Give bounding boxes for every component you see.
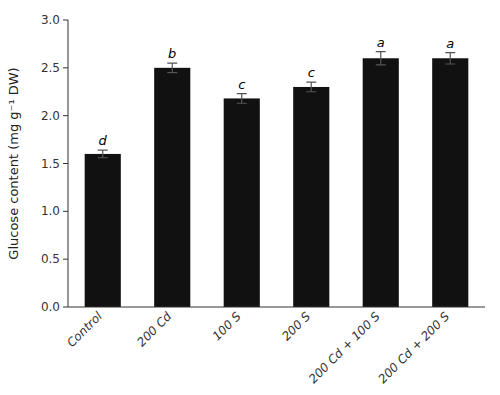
y-tick [63, 163, 68, 164]
y-tick-label: 3.0 [41, 13, 60, 27]
x-tick-label: 200 Cd [134, 309, 174, 349]
bar [85, 154, 121, 307]
bar [432, 58, 468, 307]
y-tick [63, 211, 68, 212]
error-bar [445, 53, 455, 64]
y-tick [63, 115, 68, 116]
x-tick-label: 100 S [210, 309, 244, 343]
y-tick-label: 2.0 [41, 109, 60, 123]
y-tick-label: 1.0 [41, 204, 60, 218]
y-tick [63, 20, 68, 21]
bar [154, 68, 190, 307]
y-axis-label: Glucose content (mg g⁻¹ DW) [6, 67, 21, 259]
x-tick-label: 200 Cd + 100 S [306, 309, 383, 386]
bar [224, 98, 260, 307]
significance-letter: c [238, 77, 245, 92]
significance-letter: d [99, 133, 108, 148]
significance-letter: a [446, 36, 454, 51]
y-tick [63, 259, 68, 260]
x-tick-label: 200 S [279, 309, 313, 343]
x-tick-label: Control [64, 309, 105, 350]
error-bar [167, 63, 177, 73]
significance-letter: b [168, 46, 176, 61]
y-tick-label: 0.0 [41, 300, 60, 314]
x-tick-label: 200 Cd + 200 S [375, 309, 452, 386]
significance-letter: c [308, 65, 315, 80]
error-bar [376, 52, 386, 65]
y-tick [63, 67, 68, 68]
bar [293, 87, 329, 307]
x-axis [68, 307, 485, 308]
y-tick [63, 307, 68, 308]
y-tick-label: 0.5 [41, 252, 60, 266]
error-bar [237, 94, 247, 104]
bar [363, 58, 399, 307]
y-tick-label: 2.5 [41, 61, 60, 75]
chart: d b c c a a 0.0 0.5 1.0 1.5 2.0 2.5 3.0 Control 200 Cd… [0, 0, 500, 395]
significance-letter: a [377, 35, 385, 50]
error-bar [306, 82, 316, 92]
y-tick-label: 1.5 [41, 157, 60, 171]
bars [85, 52, 469, 307]
error-bar [98, 150, 108, 158]
